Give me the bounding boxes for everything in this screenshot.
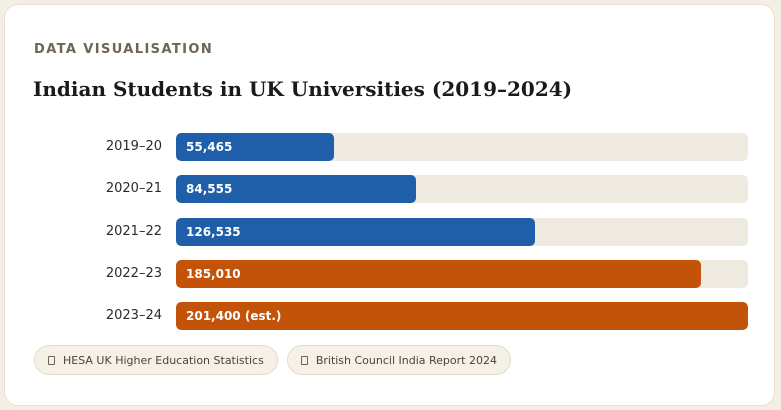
source-label: British Council India Report 2024 xyxy=(315,353,497,367)
category-label: 2019–20 xyxy=(105,139,162,154)
bar-row: 2020–21 84,555 xyxy=(5,175,776,203)
source-list: HESA UK Higher Education Statistics Briti… xyxy=(34,345,511,375)
document-icon xyxy=(48,355,55,365)
bar-row: 2021–22 126,535 xyxy=(5,218,776,246)
category-label: 2023–24 xyxy=(105,308,162,323)
category-label: 2020–21 xyxy=(105,181,162,196)
bar: 126,535 xyxy=(176,218,535,246)
bar: 201,400 (est.) xyxy=(176,302,748,330)
bar-track: 126,535 xyxy=(176,218,748,246)
bar: 185,010 xyxy=(176,260,701,288)
bar-row: 2019–20 55,465 xyxy=(5,133,776,161)
data-label: 185,010 xyxy=(186,267,241,281)
bar-track: 55,465 xyxy=(176,133,748,161)
source-chip[interactable]: HESA UK Higher Education Statistics xyxy=(34,345,278,375)
bar-track: 185,010 xyxy=(176,260,748,288)
category-label: 2022–23 xyxy=(105,266,162,281)
source-chip[interactable]: British Council India Report 2024 xyxy=(286,345,511,375)
chart-card: DATA VISUALISATION Indian Students in UK… xyxy=(4,4,775,406)
section-eyebrow: DATA VISUALISATION xyxy=(34,42,214,57)
bar-row: 2023–24 201,400 (est.) xyxy=(5,302,776,330)
bar-track: 201,400 (est.) xyxy=(176,302,748,330)
data-label: 55,465 xyxy=(186,140,233,154)
bar-track: 84,555 xyxy=(176,175,748,203)
source-label: HESA UK Higher Education Statistics xyxy=(63,353,264,367)
document-icon xyxy=(300,355,308,365)
category-label: 2021–22 xyxy=(105,224,162,239)
bar-chart: 2019–20 55,465 2020–21 84,555 2021–22 126,535… xyxy=(5,5,776,345)
chart-title: Indian Students in UK Universities (2019… xyxy=(33,77,573,101)
bar: 84,555 xyxy=(176,175,416,203)
data-label: 201,400 (est.) xyxy=(186,309,282,323)
bar: 55,465 xyxy=(176,133,334,161)
bar-row: 2022–23 185,010 xyxy=(5,260,776,288)
data-label: 126,535 xyxy=(186,225,241,239)
data-label: 84,555 xyxy=(186,182,233,196)
